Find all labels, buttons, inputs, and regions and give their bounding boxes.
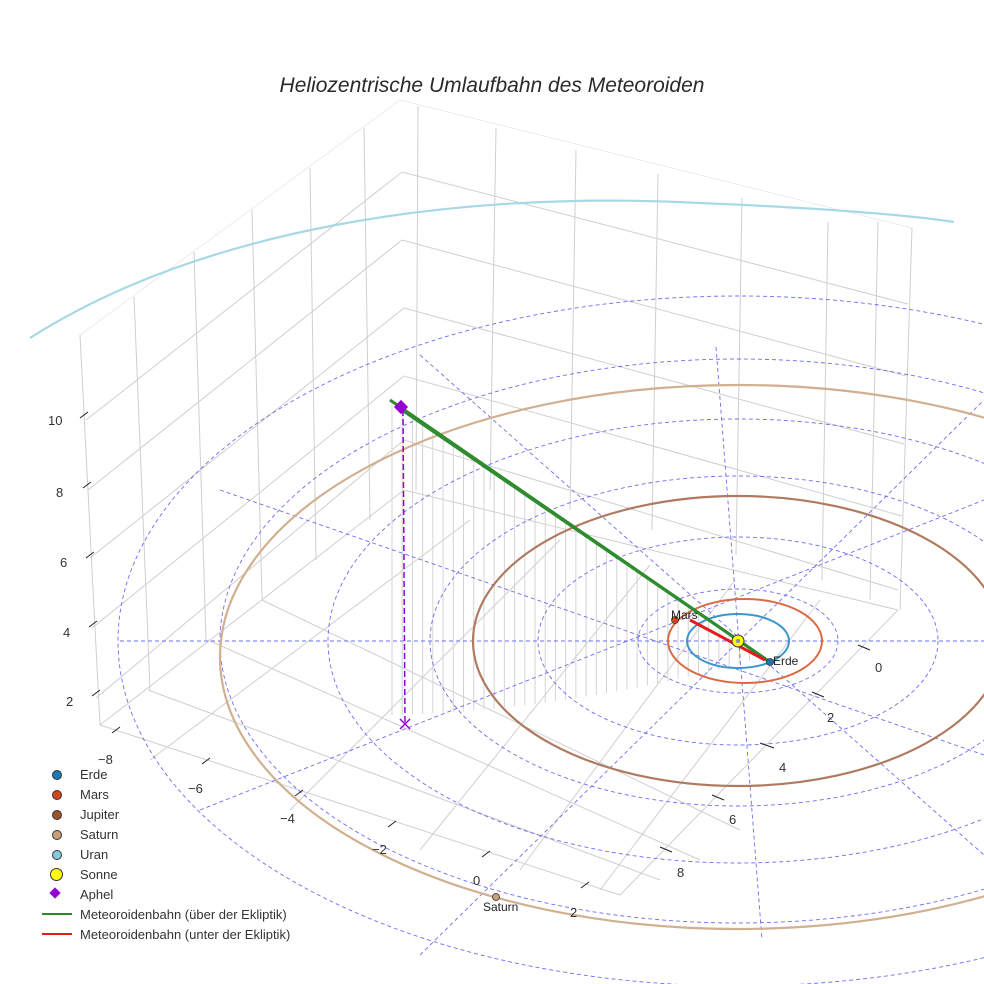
z-tick: 10	[48, 413, 62, 428]
sonne-core	[736, 639, 740, 643]
saturn-orbit	[219, 383, 984, 931]
saturn-marker	[492, 893, 500, 901]
mars-marker	[671, 616, 679, 624]
legend-item-below-ecliptic[interactable]: Meteoroidenbahn (unter der Ekliptik)	[38, 924, 290, 944]
z-tick: 8	[56, 485, 63, 500]
mars-label: Mars	[671, 608, 698, 622]
y-tick: 6	[729, 812, 736, 827]
erde-dot-icon	[52, 770, 62, 780]
legend-item-uran[interactable]: Uran	[38, 844, 290, 864]
mars-orbit	[667, 598, 823, 684]
saturn-dot-icon	[52, 830, 62, 840]
x-tick: −4	[280, 811, 295, 826]
trajectory-drop-lines	[391, 404, 771, 715]
y-tick: 2	[827, 710, 834, 725]
x-axis	[111, 726, 590, 889]
z-axis	[79, 411, 101, 697]
y-tick: 4	[779, 760, 786, 775]
planet-orbits	[29, 199, 984, 931]
legend-item-aphel[interactable]: Aphel	[38, 884, 290, 904]
z-tick: 4	[63, 625, 70, 640]
jupiter-dot-icon	[52, 810, 62, 820]
red-line-icon	[42, 933, 72, 935]
legend-item-saturn[interactable]: Saturn	[38, 824, 290, 844]
uran-orbit	[29, 199, 955, 339]
saturn-label: Saturn	[483, 900, 518, 914]
y-axis	[659, 644, 871, 853]
legend-item-above-ecliptic[interactable]: Meteoroidenbahn (über der Ekliptik)	[38, 904, 290, 924]
aphel-marker	[393, 399, 409, 415]
aphel-diamond-icon	[49, 887, 61, 899]
y-tick: 0	[875, 660, 882, 675]
erde-label: Erde	[773, 654, 799, 668]
z-tick: 2	[66, 694, 73, 709]
legend-item-sonne[interactable]: Sonne	[38, 864, 290, 884]
legend-item-erde[interactable]: Erde	[38, 764, 290, 784]
chart-title: Heliozentrische Umlaufbahn des Meteoroid…	[279, 74, 705, 97]
x-tick: −2	[372, 842, 387, 857]
aphel-ground-marker	[399, 718, 411, 730]
uran-dot-icon	[52, 850, 62, 860]
meteoroid-trajectory	[389, 398, 771, 664]
erde-marker	[766, 658, 774, 666]
back-wall-grid	[79, 99, 913, 896]
y-tick: 8	[677, 865, 684, 880]
legend-item-jupiter[interactable]: Jupiter	[38, 804, 290, 824]
x-tick: −6	[188, 781, 203, 796]
erde-orbit	[686, 613, 790, 669]
jupiter-orbit	[471, 494, 984, 788]
x-tick: −8	[98, 752, 113, 767]
x-tick: 2	[570, 905, 577, 920]
aphel-projection-line	[402, 409, 406, 725]
mars-dot-icon	[52, 790, 62, 800]
green-line-icon	[42, 913, 72, 915]
z-tick: 6	[60, 555, 67, 570]
x-tick: 0	[473, 873, 480, 888]
legend-item-mars[interactable]: Mars	[38, 784, 290, 804]
legend: Erde Mars Jupiter Saturn Uran Sonne Aphe…	[38, 764, 290, 944]
sonne-dot-icon	[50, 868, 63, 881]
